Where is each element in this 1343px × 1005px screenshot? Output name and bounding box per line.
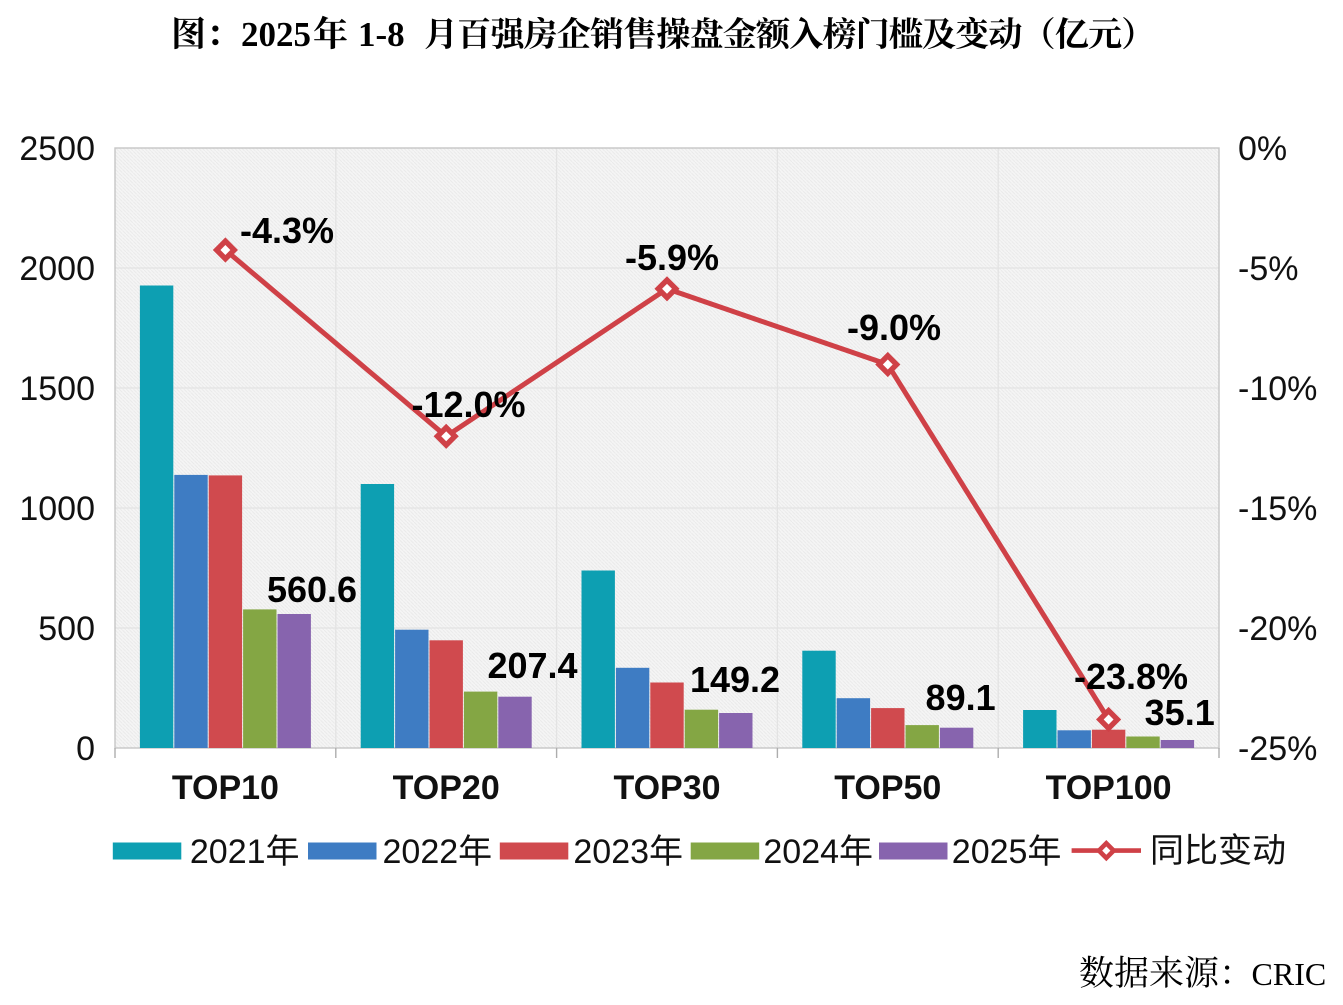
svg-text:1000: 1000: [19, 490, 95, 528]
svg-text:-5.9%: -5.9%: [625, 237, 719, 278]
svg-text:-9.0%: -9.0%: [847, 307, 941, 348]
svg-text:-10%: -10%: [1238, 370, 1317, 408]
svg-text:CRIC: CRIC: [1252, 956, 1327, 992]
svg-text:2023: 2023: [573, 833, 649, 871]
svg-text:1-8: 1-8: [358, 15, 405, 54]
svg-text:TOP100: TOP100: [1046, 769, 1172, 807]
svg-text:-23.8%: -23.8%: [1074, 656, 1188, 697]
svg-text:89.1: 89.1: [926, 677, 996, 718]
svg-text:149.2: 149.2: [690, 659, 780, 700]
svg-text:TOP50: TOP50: [834, 769, 941, 807]
svg-text:500: 500: [38, 610, 95, 648]
svg-text:TOP20: TOP20: [393, 769, 500, 807]
svg-text:2500: 2500: [19, 130, 95, 168]
svg-text:-25%: -25%: [1238, 730, 1317, 768]
svg-text:-5%: -5%: [1238, 250, 1298, 288]
svg-text:35.1: 35.1: [1145, 692, 1215, 733]
svg-text:-4.3%: -4.3%: [240, 210, 334, 251]
svg-text:0: 0: [76, 730, 95, 768]
svg-text:2024: 2024: [763, 833, 839, 871]
svg-text:TOP10: TOP10: [172, 769, 279, 807]
svg-text:207.4: 207.4: [487, 645, 577, 686]
svg-text:TOP30: TOP30: [613, 769, 720, 807]
svg-text:0%: 0%: [1238, 130, 1287, 168]
svg-text:2022: 2022: [383, 833, 459, 871]
svg-text:1500: 1500: [19, 370, 95, 408]
svg-text:2025: 2025: [241, 15, 311, 54]
svg-text:-15%: -15%: [1238, 490, 1317, 528]
svg-text:560.6: 560.6: [267, 569, 357, 610]
svg-text:2000: 2000: [19, 250, 95, 288]
svg-text:2021: 2021: [190, 833, 266, 871]
svg-text:2025: 2025: [952, 833, 1028, 871]
svg-text:-12.0%: -12.0%: [411, 384, 525, 425]
svg-text:-20%: -20%: [1238, 610, 1317, 648]
